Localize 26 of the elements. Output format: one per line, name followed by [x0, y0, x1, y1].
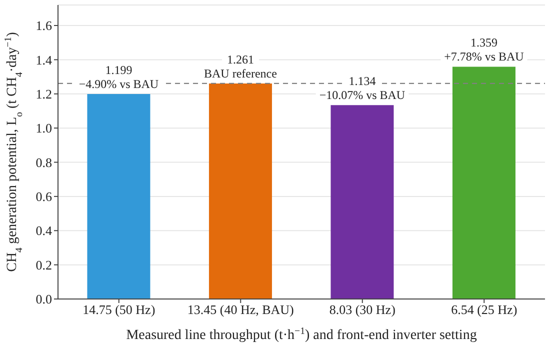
- x-tick-label: 13.45 (40 Hz, BAU): [187, 302, 294, 318]
- bar: [452, 66, 516, 299]
- y-tick-label: 0.2: [36, 257, 52, 272]
- y-tick-label: 1.2: [36, 86, 52, 102]
- data-label: 1.359: [470, 36, 498, 50]
- y-tick-label: 0.4: [36, 223, 52, 238]
- bar: [330, 105, 394, 299]
- y-tick-label: 1.0: [36, 120, 52, 136]
- annotation: BAU reference: [204, 66, 277, 80]
- y-tick-label: 1.6: [36, 18, 52, 34]
- annotation: −10.07% vs BAU: [319, 88, 406, 102]
- y-tick-label: 0.6: [36, 189, 52, 204]
- data-label: 1.199: [105, 63, 132, 78]
- data-label: 1.261: [226, 52, 254, 66]
- bar: [87, 94, 150, 299]
- y-tick-label: 0.0: [36, 292, 52, 307]
- y-tick-label: 0.8: [36, 154, 52, 170]
- x-tick-label: 8.03 (30 Hz): [329, 302, 396, 318]
- x-tick-label: 6.54 (25 Hz): [451, 302, 518, 318]
- bar: [208, 83, 272, 299]
- x-tick-label: 14.75 (50 Hz): [82, 302, 156, 318]
- y-tick-label: 1.4: [36, 52, 52, 68]
- annotation: −4.90% vs BAU: [78, 77, 159, 92]
- data-label: 1.134: [348, 74, 376, 88]
- annotation: +7.78% vs BAU: [444, 50, 524, 64]
- x-axis-title: Measured line throughput (t·h$^{−1}$) and front-end inverter setting: [126, 326, 477, 343]
